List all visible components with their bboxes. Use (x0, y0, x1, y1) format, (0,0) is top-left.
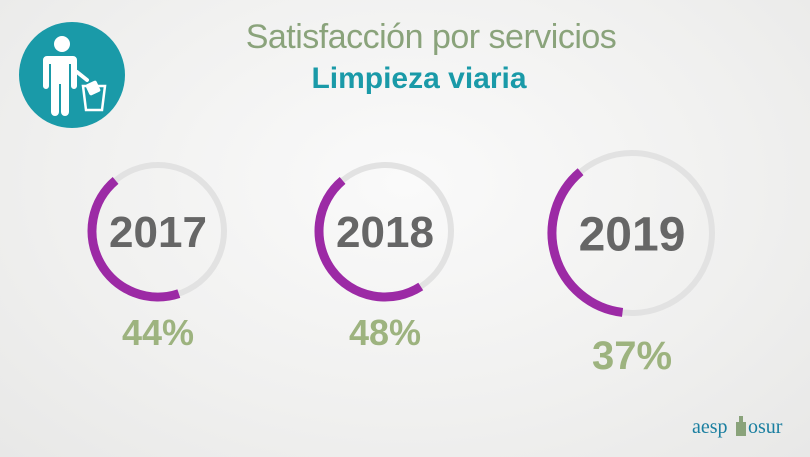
brand-text-left: aesp (692, 416, 728, 438)
ring-arc-2018 (314, 176, 424, 302)
building-icon (736, 416, 746, 436)
percent-label-2017: 44% (122, 312, 194, 353)
page-subtitle: Limpieza viaria (311, 62, 527, 95)
trash-bin-person-icon (43, 36, 107, 116)
brand-logo: aesp osur (692, 410, 798, 444)
percent-label-2018: 48% (349, 312, 421, 353)
brand-text-right: osur (748, 416, 783, 438)
year-label-2017: 2017 (109, 208, 207, 257)
service-logo-icon (19, 22, 125, 128)
page-title: Satisfacción por servicios (245, 18, 617, 56)
year-label-2019: 2019 (579, 208, 686, 261)
percent-label-2019: 37% (592, 334, 672, 378)
ring-arc-2017 (87, 176, 181, 302)
year-label-2018: 2018 (336, 208, 434, 257)
ring-arc-2019 (547, 168, 624, 317)
